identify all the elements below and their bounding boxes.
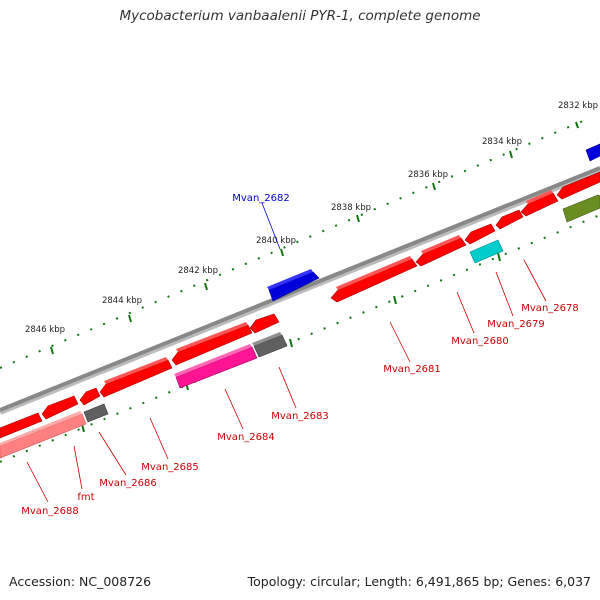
gene-mvan-2688[interactable] [0, 411, 87, 459]
scale-tick: 2832 kbp [558, 101, 598, 129]
scale-tick-label: 2846 kbp [25, 325, 65, 335]
gene-red-unlabeled-3[interactable] [520, 190, 559, 217]
scale-tick: 2846 kbp [25, 325, 65, 355]
gene-label-mvan-2681: Mvan_2681 [383, 364, 440, 375]
gene-mvan-2683[interactable] [252, 332, 288, 358]
gene-mvan-2680[interactable] [415, 235, 467, 267]
gene-label-mvan-2685: Mvan_2685 [141, 462, 198, 473]
gene-label-mvan-2682: Mvan_2682 [232, 193, 289, 204]
gene-mvan-2678[interactable] [562, 194, 600, 223]
scale-dots-top [0, 117, 591, 369]
gene-label-mvan-2679: Mvan_2679 [487, 319, 544, 330]
gene-mvan-2686[interactable] [83, 403, 109, 423]
scale-tick: 2840 kbp [256, 236, 296, 257]
gene-mvan-2684[interactable] [174, 344, 258, 389]
scale-tick-label: 2832 kbp [558, 101, 598, 111]
gene-red-unlabeled-2[interactable] [495, 209, 524, 230]
gene-label-mvan-2678: Mvan_2678 [521, 303, 578, 314]
scale-tick-label: 2836 kbp [408, 170, 448, 180]
scale-tick-label: 2838 kbp [331, 203, 371, 213]
gene-red-left-6[interactable] [0, 412, 43, 439]
scale-tick: 2844 kbp [102, 296, 142, 323]
gene-label-mvan-2683: Mvan_2683 [271, 411, 328, 422]
gene-mvan-2682[interactable] [267, 269, 320, 302]
gene-mvan-2679[interactable] [469, 239, 504, 264]
scale-tick-label: 2844 kbp [102, 296, 142, 306]
gene-red-left-1[interactable] [249, 313, 280, 334]
gene-red-left-2[interactable] [171, 322, 253, 366]
scale-tick: 2838 kbp [331, 203, 371, 223]
genome-backbone [0, 166, 600, 412]
gene-label-mvan-2688: Mvan_2688 [21, 506, 78, 517]
gene-mvan-2685[interactable] [99, 357, 173, 398]
gene-label-mvan-2684: Mvan_2684 [217, 432, 274, 443]
genome-summary: Topology: circular; Length: 6,491,865 bp… [247, 574, 591, 589]
scale-tick: 2842 kbp [178, 266, 218, 291]
gene-label-fmt: fmt [77, 492, 94, 503]
label-leaders [26, 202, 547, 503]
scale-tick: 2836 kbp [408, 170, 448, 191]
gene-fmt[interactable] [79, 387, 101, 406]
gene-red-left-5[interactable] [41, 395, 79, 420]
gene-blue-edge[interactable] [585, 143, 600, 162]
accession-info: Accession: NC_008726 [9, 574, 152, 589]
gene-mvan-2681[interactable] [330, 256, 418, 303]
scale-dots-bottom [0, 214, 600, 463]
scale-tick-label: 2834 kbp [482, 137, 522, 147]
gene-label-mvan-2686: Mvan_2686 [99, 478, 156, 489]
gene-red-unlabeled-1[interactable] [464, 223, 496, 245]
gene-red-unlabeled-4[interactable] [556, 171, 600, 200]
map-title: Mycobacterium vanbaalenii PYR-1, complet… [119, 8, 481, 24]
scale-tick-label: 2842 kbp [178, 266, 218, 276]
gene-label-mvan-2680: Mvan_2680 [451, 336, 508, 347]
scale-tick: 2834 kbp [482, 137, 522, 159]
scale-tick-label: 2840 kbp [256, 236, 296, 246]
